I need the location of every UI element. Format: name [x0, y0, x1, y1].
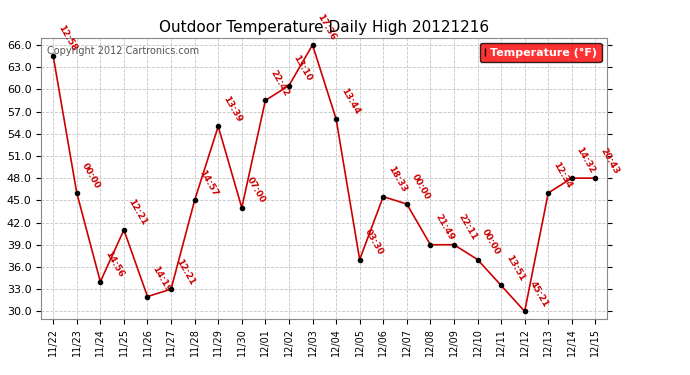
Text: 13:10: 13:10 [292, 54, 314, 83]
Text: 14:32: 14:32 [575, 146, 597, 176]
Text: 12:21: 12:21 [127, 198, 149, 227]
Text: 18:33: 18:33 [386, 165, 408, 194]
Text: 14:56: 14:56 [103, 250, 126, 279]
Text: Copyright 2012 Cartronics.com: Copyright 2012 Cartronics.com [47, 46, 199, 56]
Text: 20:43: 20:43 [598, 146, 620, 176]
Text: 13:39: 13:39 [221, 94, 243, 123]
Text: 07:00: 07:00 [244, 176, 266, 205]
Text: 13:44: 13:44 [339, 87, 361, 116]
Text: 03:30: 03:30 [362, 228, 384, 257]
Text: 12:21: 12:21 [174, 257, 196, 286]
Text: 21:49: 21:49 [433, 213, 455, 242]
Text: 00:00: 00:00 [410, 172, 431, 201]
Text: 00:00: 00:00 [79, 161, 101, 190]
Text: 13:51: 13:51 [504, 254, 526, 283]
Text: 45:21: 45:21 [527, 279, 550, 309]
Title: Outdoor Temperature Daily High 20121216: Outdoor Temperature Daily High 20121216 [159, 20, 489, 35]
Legend: Temperature (°F): Temperature (°F) [480, 43, 602, 62]
Text: 22:42: 22:42 [268, 68, 290, 98]
Text: 17:36: 17:36 [315, 13, 337, 42]
Text: 22:11: 22:11 [457, 213, 479, 242]
Text: 12:58: 12:58 [56, 24, 78, 53]
Text: 00:00: 00:00 [480, 228, 502, 257]
Text: 12:34: 12:34 [551, 161, 573, 190]
Text: 14:57: 14:57 [197, 168, 219, 198]
Text: 14:19: 14:19 [150, 264, 172, 294]
